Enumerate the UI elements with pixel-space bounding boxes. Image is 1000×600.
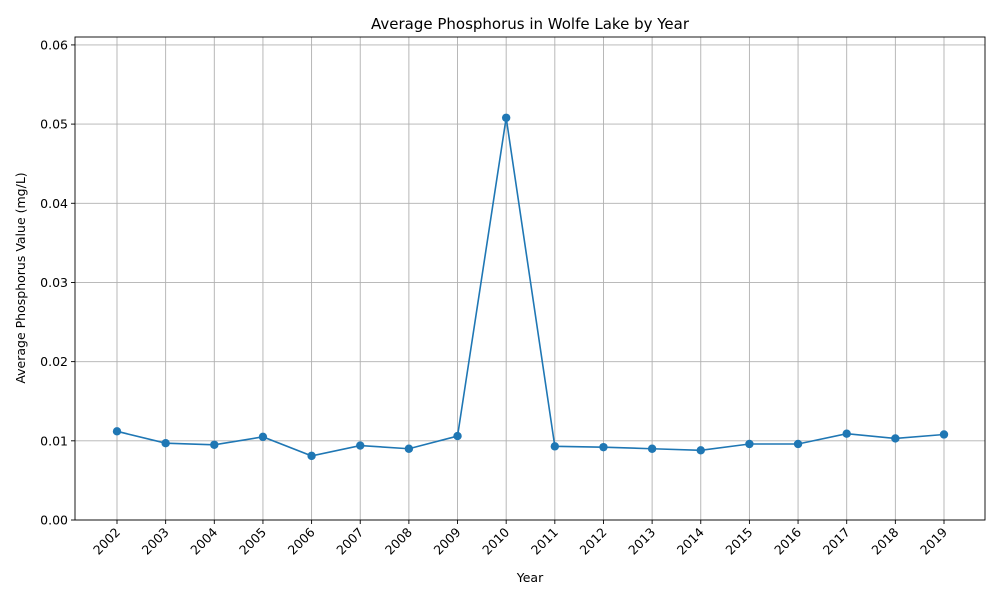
y-axis-label: Average Phosphorus Value (mg/L) — [13, 172, 28, 383]
chart-title: Average Phosphorus in Wolfe Lake by Year — [371, 15, 690, 33]
data-point-2017 — [842, 429, 851, 438]
data-point-2002 — [112, 427, 122, 436]
data-point-2009 — [453, 431, 462, 441]
data-point-2011 — [550, 442, 560, 451]
x-tick-label: 2015 — [722, 525, 755, 558]
x-tick-label: 2014 — [674, 524, 707, 557]
y-tick-label: 0.04 — [40, 196, 68, 211]
data-point-2007 — [356, 441, 365, 450]
x-tick-label: 2010 — [479, 524, 512, 557]
y-axis-ticks: 0.00 0.01 0.02 0.03 0.04 0.05 0.06 — [40, 37, 75, 528]
y-tick-label: 0.02 — [40, 354, 68, 369]
x-tick-label: 2008 — [382, 524, 415, 557]
x-tick-label: 2013 — [625, 525, 658, 558]
grid-lines — [75, 37, 985, 521]
data-point-2008 — [404, 444, 414, 453]
data-point-2004 — [210, 440, 219, 449]
series-line — [116, 117, 945, 457]
y-tick-label: 0.01 — [40, 433, 68, 448]
data-point-2005 — [258, 432, 268, 442]
x-tick-label: 2011 — [528, 525, 561, 558]
x-tick-label: 2005 — [236, 525, 269, 558]
data-point-2006 — [307, 451, 316, 461]
data-point-2013 — [647, 444, 657, 453]
x-tick-label: 2009 — [431, 524, 464, 557]
x-axis-ticks: 2002 2003 2004 2005 2006 2007 2008 2009 2010 2011… — [90, 520, 950, 558]
x-tick-label: 2007 — [333, 525, 366, 558]
data-point-2019 — [939, 430, 949, 439]
x-tick-label: 2006 — [285, 524, 318, 557]
y-tick-label: 0.05 — [40, 117, 68, 132]
y-tick-label: 0.06 — [40, 37, 68, 52]
y-tick-label: 0.03 — [40, 275, 68, 290]
data-point-2012 — [599, 442, 608, 452]
x-tick-label: 2016 — [771, 524, 804, 557]
x-tick-label: 2002 — [90, 525, 123, 558]
x-tick-label: 2004 — [187, 524, 220, 557]
x-tick-label: 2003 — [139, 525, 172, 558]
series-layer — [112, 113, 949, 461]
x-tick-label: 2017 — [820, 525, 853, 558]
x-axis-label: Year — [516, 570, 544, 585]
x-tick-label: 2019 — [917, 524, 950, 557]
data-point-2018 — [891, 434, 900, 443]
plot-frame — [74, 36, 986, 521]
x-tick-label: 2012 — [576, 525, 609, 558]
data-point-2016 — [793, 439, 803, 449]
x-tick-label: 2018 — [868, 524, 901, 557]
y-tick-label: 0.00 — [40, 513, 68, 528]
data-point-2003 — [161, 438, 170, 448]
data-point-2010 — [501, 113, 511, 122]
data-point-2014 — [696, 446, 705, 455]
data-point-2015 — [745, 439, 754, 449]
